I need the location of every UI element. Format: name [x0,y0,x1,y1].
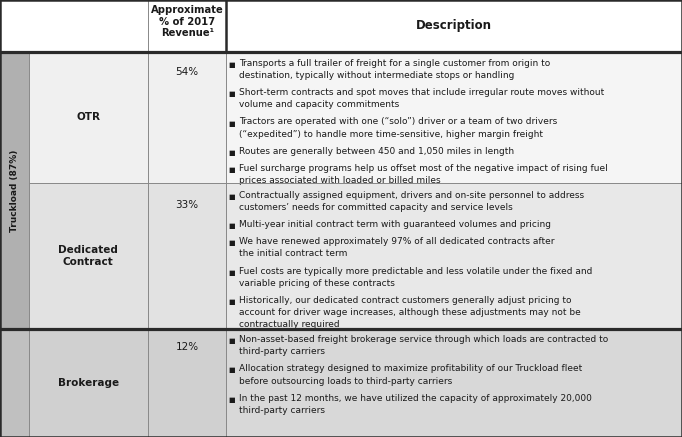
Text: Allocation strategy designed to maximize profitability of our Truckload fleet: Allocation strategy designed to maximize… [239,364,582,373]
Text: Transports a full trailer of freight for a single customer from origin to: Transports a full trailer of freight for… [239,59,550,68]
Bar [226,183,682,329]
Bar [29,52,148,183]
Text: account for driver wage increases, although these adjustments may not be: account for driver wage increases, altho… [239,308,581,317]
Text: We have renewed approximately 97% of all dedicated contracts after: We have renewed approximately 97% of all… [239,237,555,246]
Text: Truckload (87%): Truckload (87%) [10,149,19,232]
Text: Non-asset-based freight brokerage service through which loads are contracted to: Non-asset-based freight brokerage servic… [239,335,608,344]
Text: third-party carriers: third-party carriers [239,347,325,356]
Text: ■: ■ [228,62,235,68]
Text: Fuel surcharge programs help us offset most of the negative impact of rising fue: Fuel surcharge programs help us offset m… [239,164,608,173]
Bar [226,329,682,437]
Text: 54%: 54% [176,67,198,77]
Text: 33%: 33% [176,200,198,210]
Bar [0,0,682,52]
Text: Routes are generally between 450 and 1,050 miles in length: Routes are generally between 450 and 1,0… [239,147,514,156]
Text: variable pricing of these contracts: variable pricing of these contracts [239,279,396,288]
Text: customers’ needs for committed capacity and service levels: customers’ needs for committed capacity … [239,203,513,212]
Text: ■: ■ [228,240,235,246]
Text: ■: ■ [228,194,235,200]
Bar [148,183,226,329]
Bar [0,329,29,437]
Text: In the past 12 months, we have utilized the capacity of approximately 20,000: In the past 12 months, we have utilized … [239,394,592,402]
Text: Historically, our dedicated contract customers generally adjust pricing to: Historically, our dedicated contract cus… [239,296,572,305]
Bar [148,52,226,183]
Text: (“expedited”) to handle more time-sensitive, higher margin freight: (“expedited”) to handle more time-sensit… [239,130,544,139]
Text: Short-term contracts and spot moves that include irregular route moves without: Short-term contracts and spot moves that… [239,88,605,97]
Text: the initial contract term: the initial contract term [239,250,348,258]
Bar [0,52,29,329]
Text: ■: ■ [228,368,235,374]
Text: Description: Description [416,19,492,32]
Text: ■: ■ [228,223,235,229]
Text: Tractors are operated with one (“solo”) driver or a team of two drivers: Tractors are operated with one (“solo”) … [239,118,558,126]
Text: Contractually assigned equipment, drivers and on-site personnel to address: Contractually assigned equipment, driver… [239,191,584,200]
Bar [29,183,148,329]
Text: ■: ■ [228,397,235,403]
Text: ■: ■ [228,167,235,173]
Text: ■: ■ [228,299,235,305]
Text: volume and capacity commitments: volume and capacity commitments [239,101,400,109]
Text: prices associated with loaded or billed miles: prices associated with loaded or billed … [239,176,441,185]
Bar [29,329,148,437]
Text: ■: ■ [228,150,235,156]
Text: ■: ■ [228,338,235,344]
Text: ■: ■ [228,91,235,97]
Text: contractually required: contractually required [239,320,340,329]
Text: Multi-year initial contract term with guaranteed volumes and pricing: Multi-year initial contract term with gu… [239,220,552,229]
Text: Dedicated
Contract: Dedicated Contract [59,245,118,267]
Text: destination, typically without intermediate stops or handling: destination, typically without intermedi… [239,71,515,80]
Text: Fuel costs are typically more predictable and less volatile under the fixed and: Fuel costs are typically more predictabl… [239,267,593,276]
Text: ■: ■ [228,270,235,276]
Text: Approximate
% of 2017
Revenue¹: Approximate % of 2017 Revenue¹ [151,5,224,38]
Text: before outsourcing loads to third-party carriers: before outsourcing loads to third-party … [239,377,453,385]
Text: ■: ■ [228,121,235,127]
Text: OTR: OTR [76,112,100,122]
Text: third-party carriers: third-party carriers [239,406,325,415]
Bar [148,329,226,437]
Bar [226,52,682,183]
Text: 12%: 12% [176,342,198,352]
Text: Brokerage: Brokerage [58,378,119,388]
